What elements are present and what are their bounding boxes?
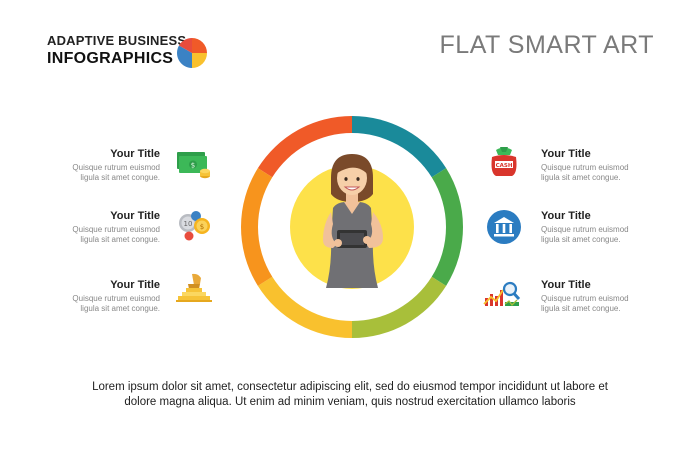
item-title: Your Title	[110, 148, 160, 160]
footer-line1: Lorem ipsum dolor sit amet, consectetur …	[92, 381, 608, 393]
chart-magnifier-icon	[483, 281, 521, 306]
ring-segment-orange	[241, 168, 273, 286]
item-desc-line2: ligula sit amet congue.	[80, 235, 160, 244]
item-title: Your Title	[541, 210, 591, 222]
item-desc-line1: Quisque rutrum euismod	[72, 163, 160, 172]
left-item-3: Your Title Quisque rutrum euismod ligula…	[50, 279, 160, 314]
slide-title: FLAT SMART ART	[439, 31, 654, 59]
item-desc-line1: Quisque rutrum euismod	[72, 294, 160, 303]
ring-segment-red	[257, 116, 352, 178]
ring-segment-green	[431, 168, 463, 286]
item-desc-line2: ligula sit amet congue.	[541, 173, 621, 182]
item-title: Your Title	[110, 210, 160, 222]
money-stack-icon: $	[177, 152, 210, 179]
footer-text: Lorem ipsum dolor sit amet, consectetur …	[60, 380, 640, 410]
ring-segment-teal	[352, 116, 447, 178]
coins-icon: 10 $	[179, 211, 210, 241]
item-desc-line2: ligula sit amet congue.	[80, 173, 160, 182]
item-title: Your Title	[110, 279, 160, 291]
item-desc-line2: ligula sit amet congue.	[541, 235, 621, 244]
svg-text:$: $	[191, 162, 195, 170]
item-desc-line2: ligula sit amet congue.	[541, 304, 621, 313]
footer-line2: dolore magna aliqua. Ut enim ad minim ve…	[124, 396, 576, 408]
item-title: Your Title	[541, 148, 591, 160]
item-desc-line1: Quisque rutrum euismod	[541, 225, 629, 234]
item-title: Your Title	[541, 279, 591, 291]
brand-line2: INFOGRAPHICS	[47, 50, 174, 67]
ring-segments	[241, 116, 463, 338]
item-desc-line2: ligula sit amet congue.	[80, 304, 160, 313]
pie-logo-icon	[176, 37, 207, 68]
segmented-ring-diagram	[241, 116, 463, 338]
ring-segment-yellow	[257, 276, 352, 338]
cash-bag-icon: CASH	[491, 147, 517, 176]
ring-segment-lime	[352, 276, 447, 338]
item-desc-line1: Quisque rutrum euismod	[541, 294, 629, 303]
hand-coins-icon	[176, 273, 212, 302]
item-desc-line1: Quisque rutrum euismod	[72, 225, 160, 234]
left-item-1: Your Title Quisque rutrum euismod ligula…	[50, 148, 160, 183]
right-item-3: Your Title Quisque rutrum euismod ligula…	[541, 279, 651, 314]
item-desc-line1: Quisque rutrum euismod	[541, 163, 629, 172]
businesswoman-illustration	[323, 154, 383, 288]
coin-label: 10	[184, 220, 193, 228]
brand-line1: ADAPTIVE BUSINESS	[47, 33, 187, 48]
brand: ADAPTIVE BUSINESS INFOGRAPHICS	[47, 33, 186, 68]
cash-badge-label: CASH	[496, 163, 513, 169]
left-item-2: Your Title Quisque rutrum euismod ligula…	[50, 210, 160, 245]
svg-text:$: $	[200, 223, 204, 231]
bank-icon	[487, 210, 521, 244]
right-item-1: Your Title Quisque rutrum euismod ligula…	[541, 148, 651, 183]
right-item-2: Your Title Quisque rutrum euismod ligula…	[541, 210, 651, 245]
